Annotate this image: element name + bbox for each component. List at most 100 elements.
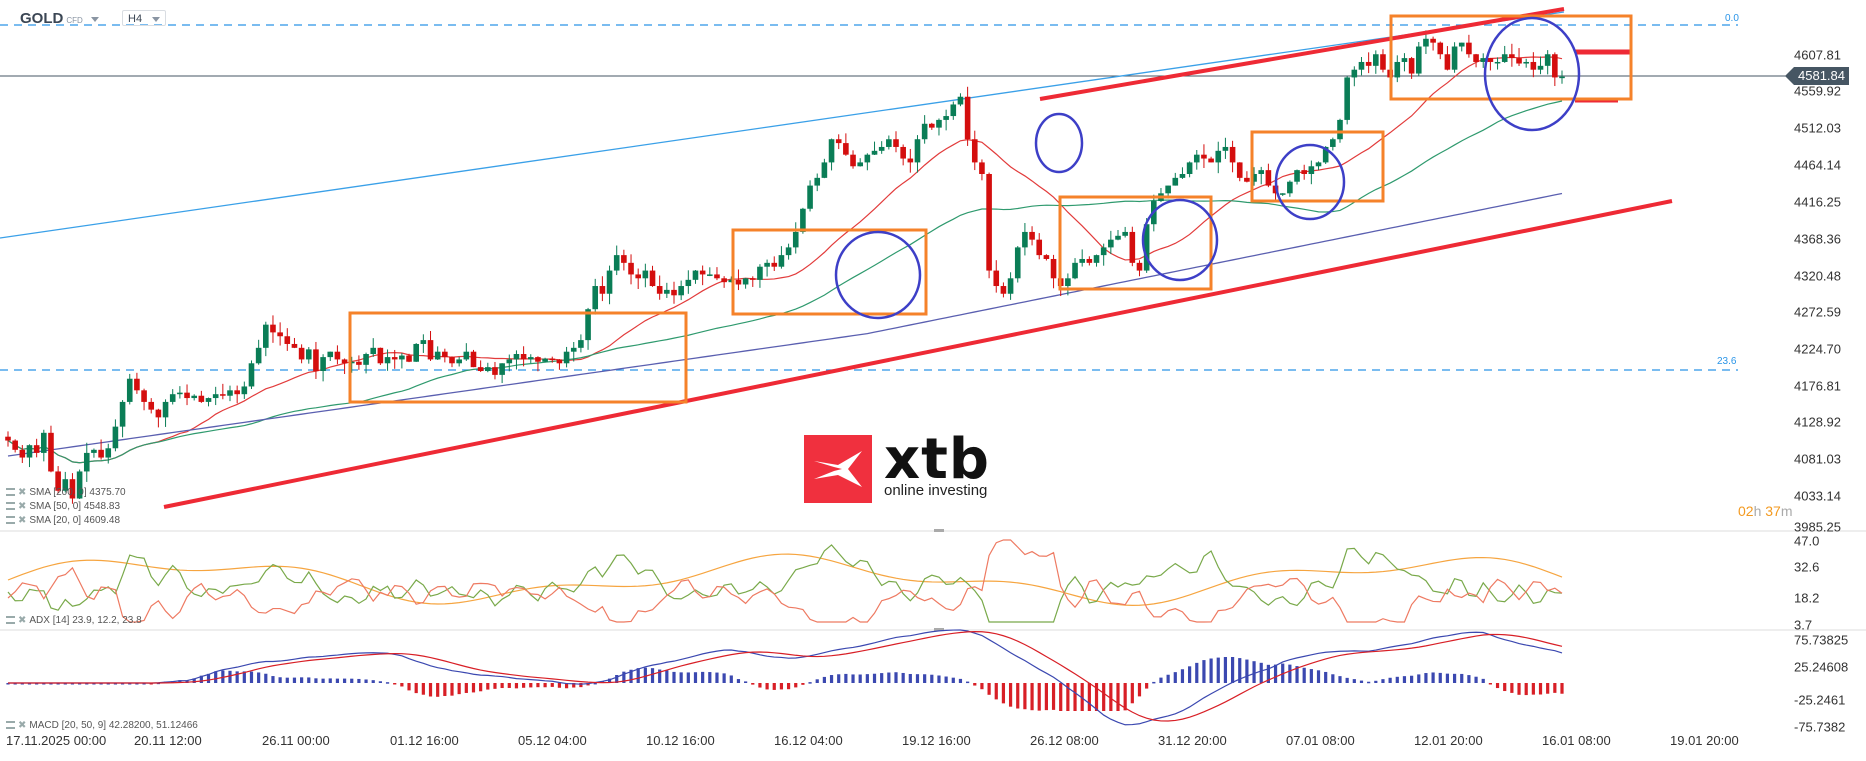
macd-histogram-bar: [1402, 676, 1407, 683]
macd-pane[interactable]: [6, 629, 1564, 726]
axis-tick-label: 18.2: [1794, 590, 1820, 606]
candle: [184, 392, 190, 399]
legend-adx[interactable]: ✖ ADX [14] 23.9, 12.2, 23.8: [6, 615, 142, 626]
candle: [1251, 173, 1257, 182]
fib-label-23-6: 23.6: [1717, 356, 1737, 367]
macd-histogram-bar: [385, 682, 390, 684]
candle: [1279, 193, 1286, 195]
settings-icon[interactable]: [6, 502, 15, 511]
macd-histogram-bar: [1510, 683, 1514, 693]
candle: [177, 392, 183, 395]
candle: [33, 445, 40, 453]
candle: [1093, 255, 1100, 263]
pane-resize-handle[interactable]: [934, 628, 944, 631]
candle: [1208, 158, 1214, 163]
consolidation-box-5[interactable]: [1389, 14, 1633, 101]
candle: [893, 139, 899, 147]
candle: [442, 351, 448, 358]
macd-histogram-bar: [701, 671, 705, 683]
macd-histogram-bar: [235, 671, 239, 683]
macd-histogram-bar: [1023, 683, 1027, 710]
candle: [1179, 173, 1186, 178]
close-icon[interactable]: ✖: [18, 501, 27, 512]
macd-histogram-bar: [858, 674, 862, 683]
macd-histogram-bar: [837, 674, 841, 683]
macd-histogram-bar: [514, 683, 519, 689]
candle: [356, 361, 362, 365]
macd-histogram-bar: [1517, 683, 1521, 695]
settings-icon[interactable]: [6, 516, 15, 525]
candle: [943, 116, 949, 120]
axis-tick-label: 4272.59: [1794, 304, 1841, 320]
consolidation-box-1[interactable]: [348, 311, 688, 404]
macd-histogram-bar: [1345, 677, 1349, 683]
macd-histogram-bar: [149, 683, 153, 685]
candle: [1444, 54, 1451, 70]
sma20-line[interactable]: [7, 56, 1563, 464]
symbol-selector[interactable]: GOLD CFD: [20, 10, 99, 27]
macd-histogram-bar: [85, 683, 89, 685]
macd-histogram-bar: [192, 678, 196, 683]
xtb-logo-mark: [804, 435, 872, 503]
sma50-line[interactable]: [7, 100, 1563, 464]
macd-histogram-bar: [579, 683, 583, 688]
legend-sma50[interactable]: ✖ SMA [50, 0] 4548.83: [6, 501, 120, 512]
macd-histogram-bar: [1252, 661, 1256, 683]
timeframe-select[interactable]: H4: [122, 10, 166, 26]
time-tick-label: 31.12 20:00: [1158, 733, 1227, 748]
pane-resize-handle[interactable]: [934, 529, 944, 532]
consolidation-box-2[interactable]: [731, 228, 928, 316]
candle: [1301, 170, 1307, 174]
time-tick-label: 26.12 08:00: [1030, 733, 1099, 748]
settings-icon[interactable]: [6, 488, 15, 497]
highlight-circle-3[interactable]: [1141, 198, 1219, 282]
macd-histogram-bar: [1495, 683, 1500, 689]
candle: [764, 262, 770, 267]
legend-macd[interactable]: ✖ MACD [20, 50, 9] 42.28200, 51.12466: [6, 720, 198, 731]
upper-channel-line[interactable]: [0, 11, 1565, 239]
settings-icon[interactable]: [6, 721, 15, 730]
axis-tick-label: 4128.92: [1794, 414, 1841, 430]
sma200-line[interactable]: [7, 192, 1563, 457]
legend-sma200[interactable]: ✖ SMA [200, 0] 4375.70: [6, 487, 126, 498]
macd-histogram-bar: [880, 673, 884, 683]
candle: [592, 286, 599, 310]
candle: [363, 354, 369, 365]
macd-histogram-bar: [1331, 674, 1335, 683]
candle: [714, 274, 720, 279]
resistance-trendline[interactable]: [1039, 7, 1565, 101]
candle: [377, 347, 384, 364]
close-icon[interactable]: ✖: [18, 515, 27, 526]
settings-icon[interactable]: [6, 616, 15, 625]
candle: [757, 266, 763, 280]
highlight-circle-5[interactable]: [1483, 16, 1581, 132]
candle: [205, 398, 212, 402]
consolidation-box-3[interactable]: [1058, 195, 1213, 291]
close-icon[interactable]: ✖: [18, 615, 27, 626]
close-icon[interactable]: ✖: [18, 720, 27, 731]
legend-sma20[interactable]: ✖ SMA [20, 0] 4609.48: [6, 515, 120, 526]
macd-histogram-bar: [63, 683, 67, 685]
macd-histogram-bar: [13, 683, 17, 685]
candle: [499, 363, 505, 375]
consolidation-box-4[interactable]: [1250, 130, 1385, 203]
candle: [148, 401, 155, 410]
macd-histogram-bar: [650, 668, 655, 683]
axis-tick-label: 3985.25: [1794, 519, 1841, 535]
candle: [1437, 42, 1444, 55]
macd-histogram-bar: [199, 675, 203, 683]
highlight-circle-1[interactable]: [834, 230, 922, 320]
highlight-circle-2[interactable]: [1034, 112, 1084, 174]
macd-histogram-bar: [672, 671, 676, 683]
adx-pane[interactable]: [7, 539, 1563, 623]
macd-histogram-bar: [357, 678, 361, 683]
candle: [463, 351, 470, 360]
support-trendline[interactable]: [163, 199, 1673, 509]
candle: [1100, 247, 1107, 256]
candle: [1079, 258, 1085, 263]
highlight-circle-4[interactable]: [1274, 143, 1346, 221]
close-icon[interactable]: ✖: [18, 487, 27, 498]
axis-tick-label: 32.6: [1794, 559, 1820, 575]
candle: [406, 355, 412, 362]
